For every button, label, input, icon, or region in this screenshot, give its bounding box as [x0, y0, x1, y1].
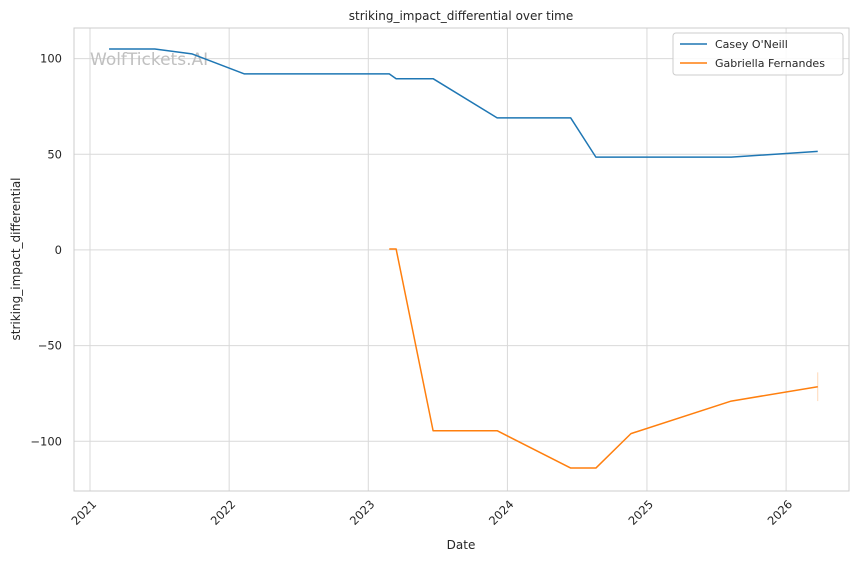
y-tick-label: 50 [47, 147, 62, 161]
series-layer [109, 48, 819, 469]
legend: Casey O'Neill Gabriella Fernandes [672, 32, 844, 76]
x-tick-label: 2022 [208, 497, 239, 528]
y-tick-label: 100 [40, 52, 62, 66]
y-tick-label: −100 [30, 434, 62, 448]
grid [74, 28, 849, 491]
x-tick-label: 2025 [625, 497, 656, 528]
x-tick-label: 2026 [765, 497, 796, 528]
y-tick-label: −50 [38, 339, 62, 353]
y-tick-label: 0 [55, 243, 62, 257]
tick-labels: 2021 2022 2023 2024 2025 2026 100 50 0 −50 −100 [30, 52, 795, 528]
x-tick-label: 2021 [69, 497, 100, 528]
y-axis-title: striking_impact_differential [9, 177, 23, 340]
x-tick-label: 2024 [486, 497, 517, 528]
legend-label-1: Gabriella Fernandes [715, 57, 825, 70]
legend-label-0: Casey O'Neill [715, 38, 788, 51]
watermark: WolfTickets.AI [90, 50, 208, 70]
chart-title: striking_impact_differential over time [349, 9, 574, 23]
series-line-1 [389, 248, 818, 469]
series-line-0 [109, 48, 818, 158]
legend-box [672, 32, 844, 76]
x-tick-label: 2023 [347, 497, 378, 528]
plot-frame [73, 27, 850, 492]
x-axis-title: Date [447, 538, 476, 552]
